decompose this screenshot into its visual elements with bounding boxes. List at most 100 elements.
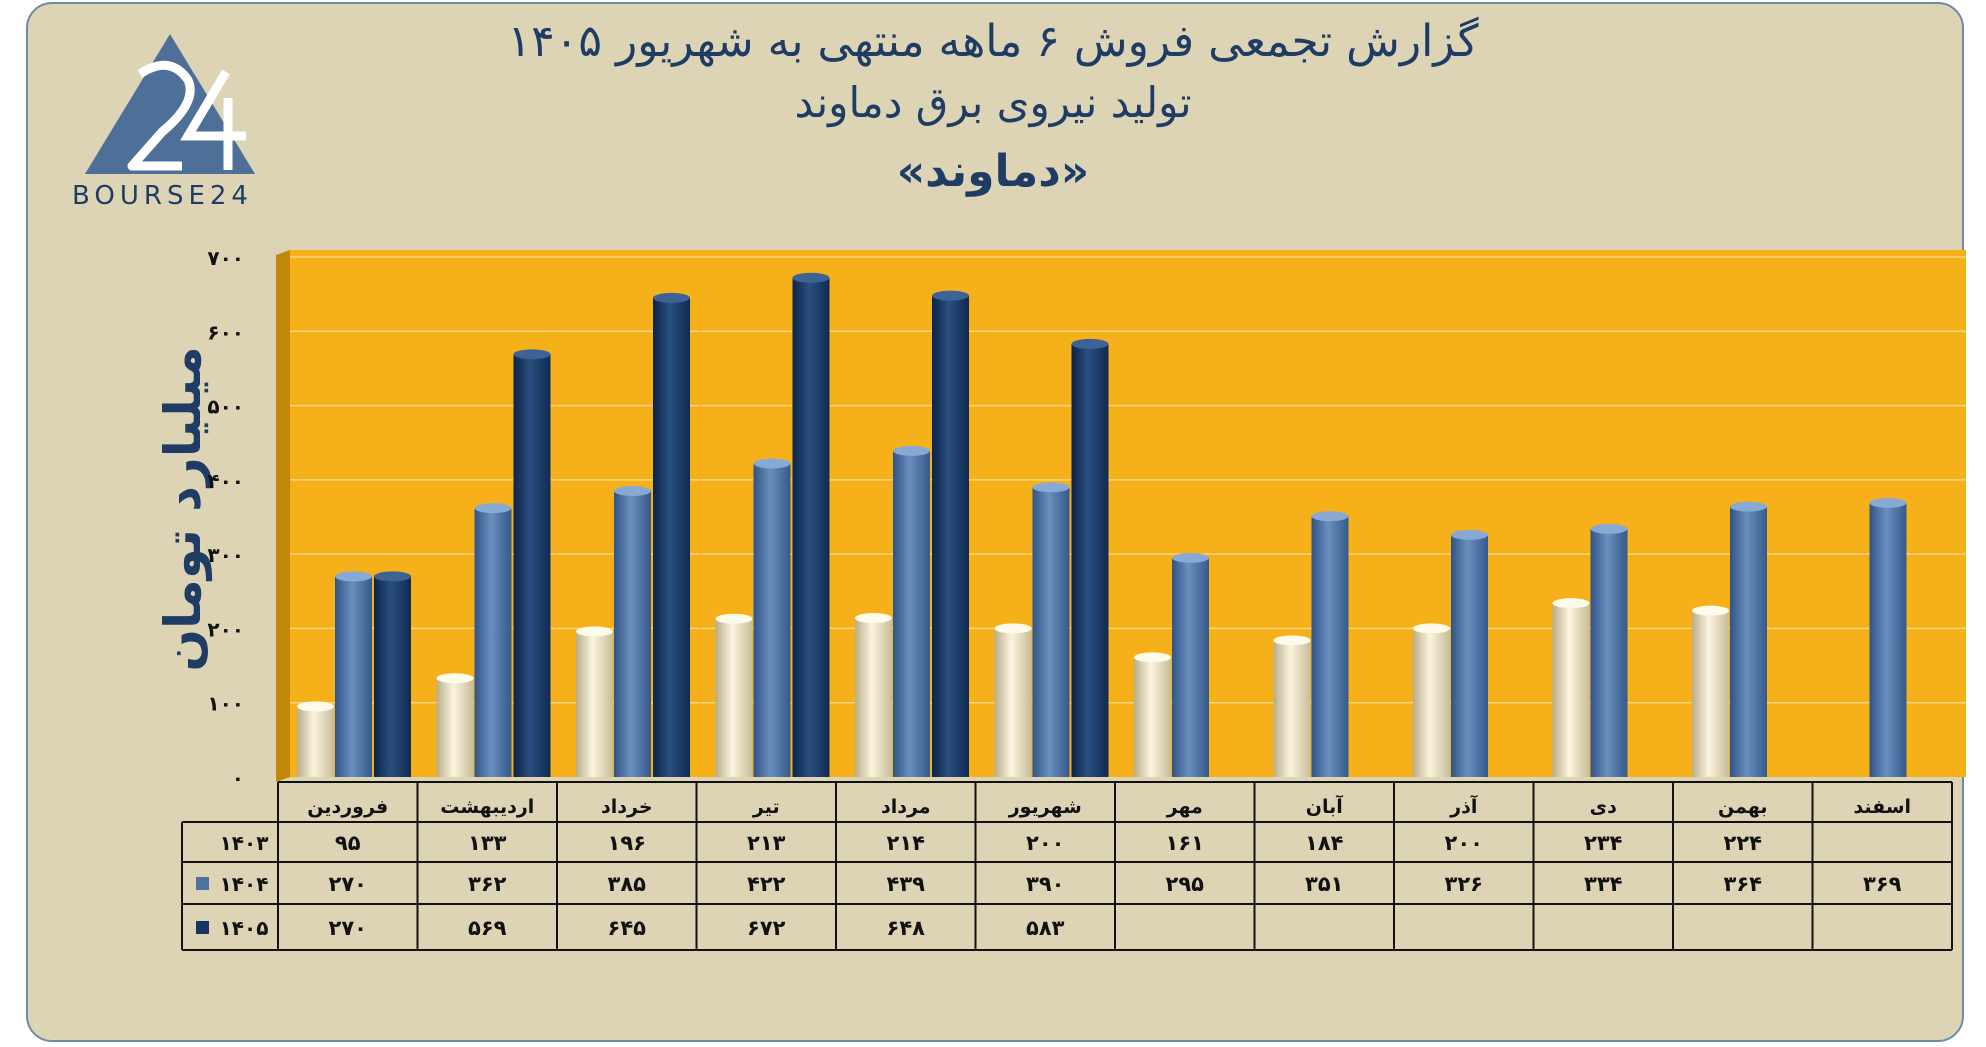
category-label: فروردین [307, 796, 388, 818]
data-label: ۳۶۹ [1863, 872, 1902, 896]
data-label: ۳۳۴ [1584, 872, 1623, 896]
legend-swatch [196, 877, 209, 890]
data-label: ۲۱۳ [747, 831, 786, 855]
bar-cap-2-2 [653, 292, 690, 303]
category-label: دی [1590, 796, 1617, 818]
bar-0-6 [1134, 657, 1171, 777]
data-label: ۲۲۴ [1724, 831, 1763, 855]
bar-1-4 [893, 450, 930, 777]
bar-cap-1-8 [1451, 529, 1488, 540]
bar-cap-0-3 [715, 613, 753, 624]
bar-0-2 [576, 631, 613, 777]
data-label: ۲۰۰ [1445, 831, 1483, 855]
category-label: شهریور [1008, 796, 1082, 818]
bar-2-0 [374, 576, 411, 777]
bar-cap-1-0 [335, 571, 372, 582]
bar-cap-0-9 [1552, 598, 1590, 609]
bar-0-4 [855, 618, 892, 777]
category-label: آذر [1449, 794, 1478, 818]
symbol-label: «دماوند» [896, 146, 1090, 197]
bar-cap-0-1 [436, 673, 474, 684]
category-label: اسفند [1853, 796, 1911, 818]
data-label: ۱۶۱ [1166, 831, 1204, 855]
chart-title: گزارش تجمعی فروش ۶ ماهه منتهی به شهریور … [507, 16, 1479, 67]
category-label: تیر [752, 796, 780, 818]
data-label: ۴۲۲ [747, 872, 786, 896]
logo-digit-4 [180, 69, 246, 170]
plot-side-wall [276, 250, 290, 782]
bar-2-3 [792, 277, 830, 777]
bar-cap-1-10 [1730, 501, 1767, 512]
data-label: ۶۷۲ [747, 916, 786, 940]
y-tick-labels: ۰ ۱۰۰ ۲۰۰ ۳۰۰ ۴۰۰ ۵۰۰ ۶۰۰ ۷۰۰ [207, 246, 244, 790]
bar-0-5 [994, 628, 1032, 777]
bar-1-5 [1032, 487, 1070, 777]
category-label: بهمن [1718, 796, 1768, 818]
series-name: ۱۴۰۵ [220, 916, 269, 940]
y-tick-label: ۷۰۰ [207, 246, 244, 270]
bar-cap-1-4 [893, 445, 930, 456]
data-label: ۹۵ [335, 831, 361, 855]
category-label: خرداد [601, 796, 653, 818]
bar-1-7 [1311, 516, 1349, 777]
bar-2-2 [653, 297, 690, 777]
data-label: ۲۰۰ [1026, 831, 1064, 855]
data-label: ۲۷۰ [329, 916, 367, 940]
bar-cap-2-0 [374, 571, 411, 582]
data-label: ۶۴۵ [608, 916, 647, 940]
legend-swatch [196, 921, 209, 934]
bar-0-8 [1413, 628, 1450, 777]
bar-0-7 [1273, 640, 1311, 777]
data-label: ۲۹۵ [1166, 872, 1205, 896]
data-label: ۴۳۹ [887, 872, 926, 896]
bar-cap-1-3 [753, 458, 791, 469]
y-tick-label: ۳۰۰ [207, 543, 244, 567]
bar-cap-1-2 [614, 486, 651, 496]
data-label: ۵۸۳ [1026, 916, 1065, 940]
data-label: ۲۱۴ [887, 831, 926, 855]
bar-1-10 [1730, 506, 1767, 777]
chart-subtitle: تولید نیروی برق دماوند [794, 78, 1192, 127]
bar-cap-1-9 [1590, 523, 1628, 534]
y-tick-label: ۰ [232, 766, 244, 790]
bar-1-11 [1869, 502, 1907, 777]
logo-text: BOURSE24 [72, 181, 253, 211]
category-label: مهر [1166, 796, 1203, 818]
bar-2-4 [932, 295, 969, 777]
data-label: ۲۳۴ [1584, 831, 1623, 855]
bar-cap-0-6 [1134, 652, 1171, 663]
bar-1-8 [1451, 534, 1488, 777]
bar-1-1 [474, 508, 512, 777]
bar-cap-2-3 [792, 272, 830, 283]
y-tick-label: ۲۰۰ [207, 617, 244, 641]
category-label: مرداد [881, 796, 931, 818]
data-label: ۱۸۴ [1305, 831, 1344, 855]
series-name: ۱۴۰۴ [220, 872, 269, 896]
bar-1-2 [614, 491, 651, 777]
bar-0-9 [1552, 603, 1590, 777]
data-label: ۳۶۲ [468, 872, 507, 896]
series-name: ۱۴۰۳ [220, 831, 269, 855]
data-label: ۲۷۰ [329, 872, 367, 896]
bar-0-0 [297, 706, 334, 777]
data-label: ۳۵۱ [1305, 872, 1343, 896]
bar-2-1 [513, 354, 551, 777]
bar-cap-0-4 [855, 613, 892, 624]
category-label: آبان [1306, 794, 1343, 818]
y-tick-label: ۶۰۰ [207, 320, 244, 344]
bar-0-3 [715, 618, 753, 777]
bar-cap-1-11 [1869, 497, 1907, 508]
bar-cap-0-10 [1692, 605, 1729, 616]
bar-0-10 [1692, 610, 1729, 777]
data-label: ۳۲۶ [1445, 872, 1483, 896]
data-label: ۱۹۶ [608, 831, 646, 855]
bar-2-5 [1071, 343, 1109, 777]
category-label: اردیبهشت [440, 796, 534, 818]
bar-0-1 [436, 678, 474, 777]
plot-area [290, 250, 1966, 777]
y-tick-label: ۵۰۰ [207, 395, 244, 419]
bar-cap-0-5 [994, 623, 1032, 634]
bar-cap-2-1 [513, 349, 551, 360]
data-label: ۱۳۳ [468, 831, 507, 855]
